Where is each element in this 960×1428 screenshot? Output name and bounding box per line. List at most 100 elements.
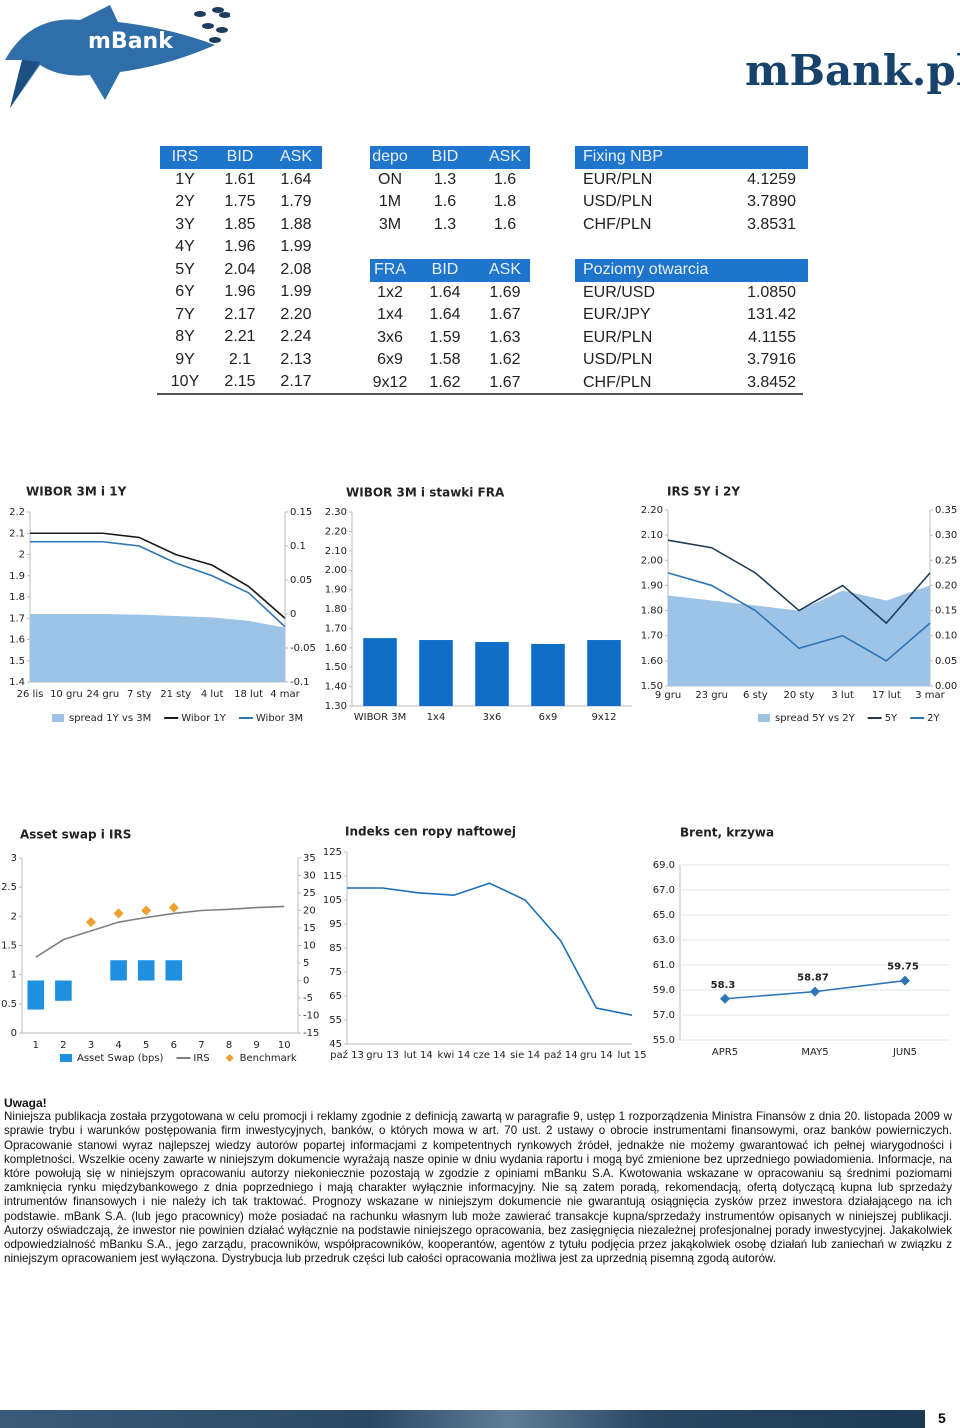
y2-tick-label: 0.15 (935, 606, 957, 617)
x-tick-label: 5 (143, 1040, 149, 1051)
bar (531, 643, 565, 706)
x-tick-label: gru 14 (580, 1050, 613, 1061)
y2-tick-label: 0.10 (935, 631, 957, 642)
y-tick-label: 2.5 (1, 882, 17, 893)
cell: 1.99 (280, 283, 312, 300)
x-tick-label: 9 (253, 1040, 259, 1051)
cell: 1x4 (377, 306, 403, 323)
table-row: 2Y 1.75 1.79 (160, 191, 322, 214)
line (30, 540, 286, 628)
table-row: 3M 1.3 1.6 (370, 214, 530, 237)
chart-title: IRS 5Y i 2Y (667, 485, 740, 499)
legend-label: Wibor 3M (256, 713, 303, 724)
y-tick-label: 1.30 (325, 701, 347, 712)
y-tick-label: 1.5 (1, 941, 17, 952)
bar (55, 980, 72, 1001)
cell: ON (378, 170, 402, 188)
y2-tick-label: 0.05 (290, 575, 312, 586)
table-row: EUR/PLN 4.1259 (575, 169, 808, 192)
cell: 1.59 (429, 328, 461, 346)
line (667, 572, 931, 662)
table-row: CHF/PLN 3.8531 (575, 214, 808, 237)
bar (419, 640, 453, 706)
cell: 2.20 (280, 305, 312, 323)
bar (137, 960, 155, 981)
data-label: 58.3 (711, 980, 736, 991)
cell: 1.79 (280, 193, 312, 210)
cell: 1.62 (489, 351, 521, 368)
table-rule (157, 393, 803, 395)
x-tick-label: 8 (226, 1040, 232, 1051)
cell: 1.96 (224, 283, 256, 300)
y-tick-label: 1 (11, 970, 17, 981)
table: IRS BID ASK 1Y 1.61 1.64 2Y 1.75 1.79 3Y 1.85 1.88 4… (160, 146, 322, 394)
y2-tick-label: 0.15 (290, 507, 312, 518)
x-tick-label: lut 14 (404, 1050, 433, 1061)
disclaimer-text: Niniejsza publikacja została przygotowan… (4, 1110, 952, 1266)
chart-title: WIBOR 3M i stawki FRA (346, 486, 505, 500)
y-tick-label: 1.9 (9, 571, 25, 582)
y2-tick-label: 25 (303, 888, 316, 899)
cell: 7Y (175, 305, 195, 323)
y2-tick-label: 20 (303, 906, 316, 917)
site-name: mBank.pl (745, 46, 960, 95)
y-tick-label: 1.6 (9, 635, 25, 646)
cell: CHF/PLN (583, 215, 652, 233)
logo-text: mBank (88, 29, 174, 54)
y-tick-label: 85 (329, 943, 342, 954)
cell: 1.64 (280, 170, 312, 188)
cell: 1.3 (433, 170, 457, 188)
y-tick-label: 59.0 (653, 985, 675, 996)
cell: 2Y (175, 193, 195, 210)
legend-label: IRS (193, 1053, 209, 1064)
y2-tick-label: 0.25 (935, 555, 957, 566)
chart-title: WIBOR 3M i 1Y (26, 485, 127, 499)
page-number: 5 (938, 1410, 946, 1426)
table-header: Fixing NBP (575, 146, 808, 169)
table-row: USD/PLN 3.7890 (575, 191, 808, 214)
table-row: 6Y 1.96 1.99 (160, 281, 322, 304)
y-tick-label: 1.40 (325, 682, 347, 693)
x-tick-label: 3 (88, 1040, 94, 1051)
cell: 2.17 (224, 305, 256, 323)
cell: 1.99 (280, 238, 312, 255)
header-cell: IRS (160, 146, 210, 169)
y-tick-label: 1.80 (325, 604, 347, 615)
y-tick-label: 0.5 (1, 999, 17, 1010)
cell: 1.3 (433, 215, 457, 233)
disclaimer: Uwaga! Niniejsza publikacja została przyg… (4, 1096, 952, 1266)
cell: 1.6 (493, 170, 517, 188)
y2-tick-label: -0.1 (290, 677, 310, 688)
cell: 1.62 (429, 373, 461, 391)
bar (27, 980, 45, 1010)
y-tick-label: 1.50 (641, 681, 663, 692)
chart-title: Brent, krzywa (680, 826, 774, 840)
cell: 3.7916 (747, 351, 796, 368)
cell: 1.64 (429, 306, 461, 323)
x-tick-label: 6 (171, 1040, 177, 1051)
header-cell: ASK (480, 259, 530, 282)
y-tick-label: 95 (329, 919, 342, 930)
legend-label: Asset Swap (bps) (77, 1053, 164, 1064)
table-row: 3x6 1.59 1.63 (370, 327, 530, 350)
x-tick-label: 4 mar (270, 689, 300, 700)
x-tick-label: 10 gru (50, 689, 83, 700)
table-row: 4Y 1.96 1.99 (160, 236, 322, 259)
cell: 1Y (175, 170, 195, 188)
x-tick-label: 6x9 (539, 712, 558, 723)
cell: 1.69 (489, 283, 521, 301)
y-tick-label: 2.30 (325, 507, 347, 518)
x-tick-label: 6 sty (743, 690, 768, 701)
x-tick-label: 7 sty (127, 689, 152, 700)
cell: 9x12 (372, 373, 408, 391)
table-header: depo BID ASK (370, 146, 530, 169)
cell: 2.15 (224, 373, 256, 390)
x-tick-label: cze 14 (473, 1050, 506, 1061)
x-tick-label: 1 (33, 1040, 39, 1051)
cell: 2.24 (280, 328, 312, 345)
y-tick-label: 1.7 (9, 613, 25, 624)
x-tick-label: sie 14 (510, 1050, 540, 1061)
disclaimer-heading: Uwaga! (4, 1096, 47, 1110)
table-row: EUR/USD 1.0850 (575, 282, 808, 305)
